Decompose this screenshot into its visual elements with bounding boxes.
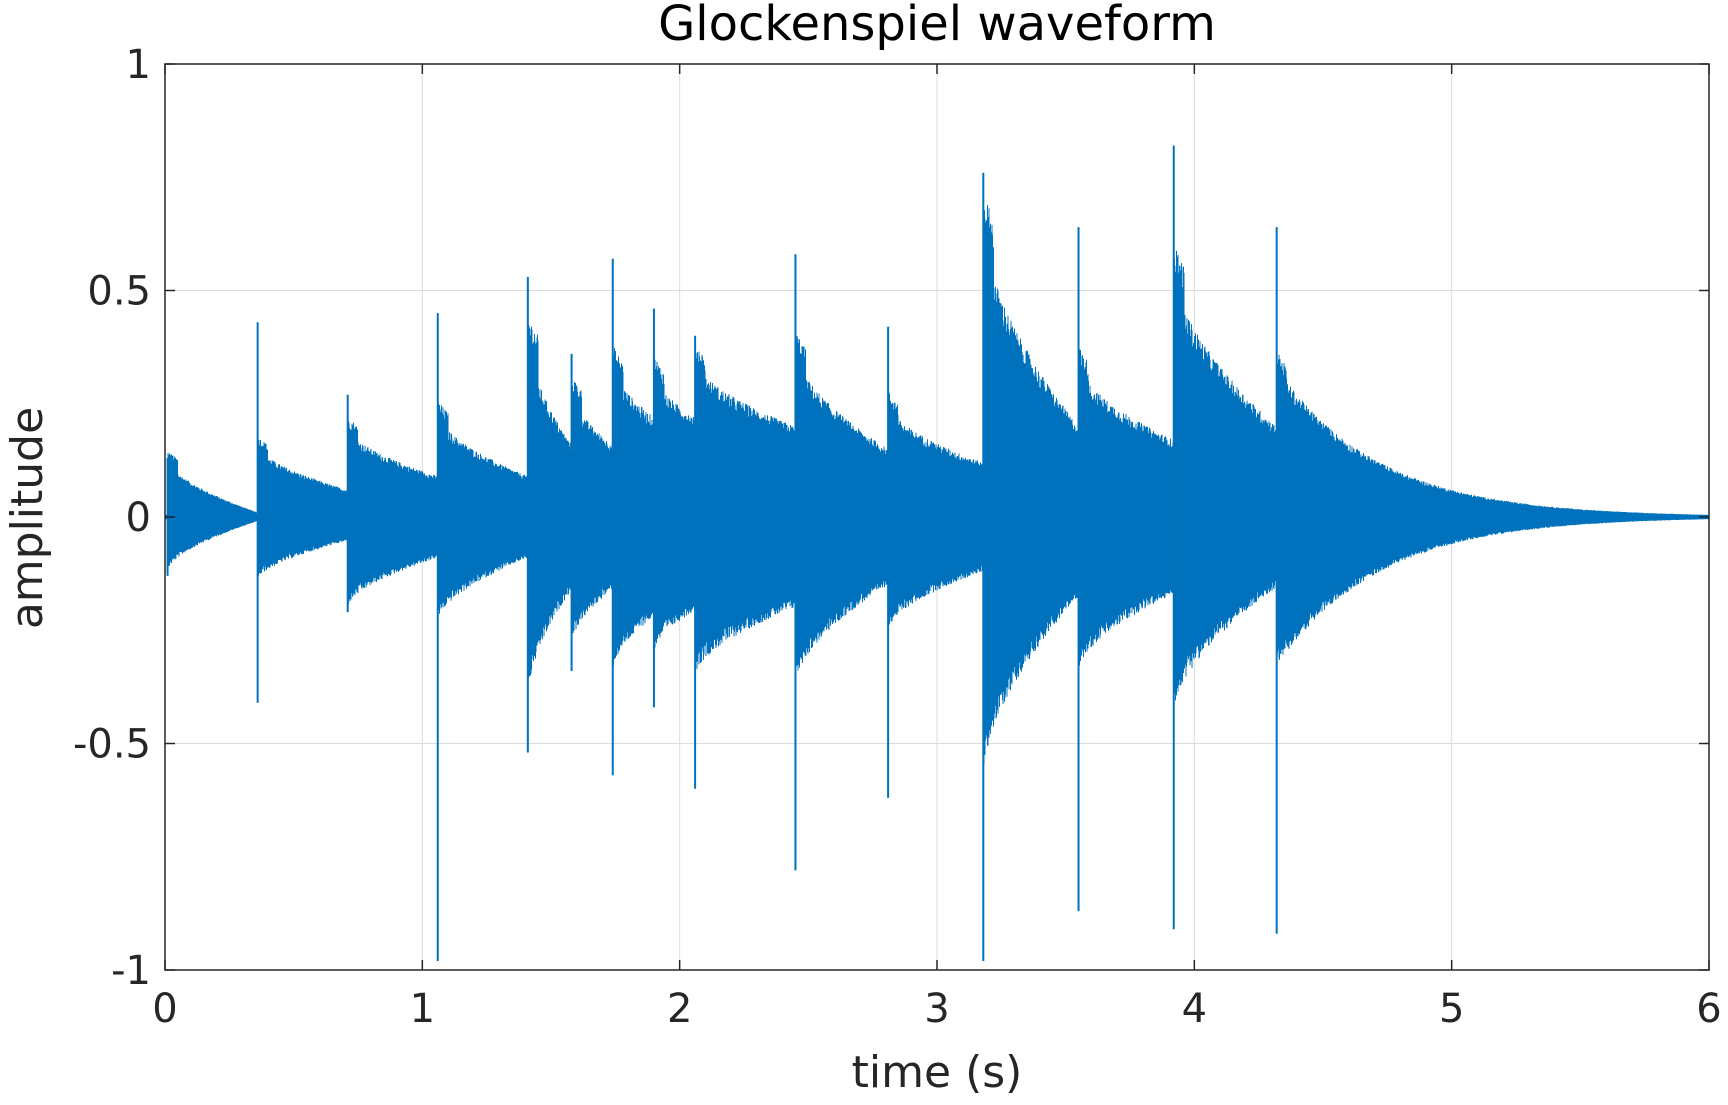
tick-labels: 0 1 2 3 4 5 6 -1 -0.5 0 0.5 1 (73, 42, 1722, 1032)
y-tick-label: 0.5 (87, 269, 151, 315)
y-tick-label: -0.5 (73, 722, 151, 768)
x-tick-label: 1 (410, 986, 435, 1032)
x-tick-label: 3 (924, 986, 949, 1032)
waveform-series (164, 145, 1710, 961)
x-tick-label: 5 (1439, 986, 1464, 1032)
x-axis-label: time (s) (852, 1047, 1023, 1098)
x-tick-label: 6 (1696, 986, 1721, 1032)
x-tick-label: 2 (667, 986, 692, 1032)
y-tick-label: 1 (126, 42, 151, 88)
y-tick-label: -1 (111, 948, 151, 994)
axes (164, 63, 1710, 971)
y-axis-label: amplitude (2, 407, 53, 629)
y-tick-label: 0 (126, 495, 151, 541)
x-tick-label: 4 (1182, 986, 1207, 1032)
chart-title: Glockenspiel waveform (658, 0, 1216, 52)
x-tick-label: 0 (152, 986, 177, 1032)
